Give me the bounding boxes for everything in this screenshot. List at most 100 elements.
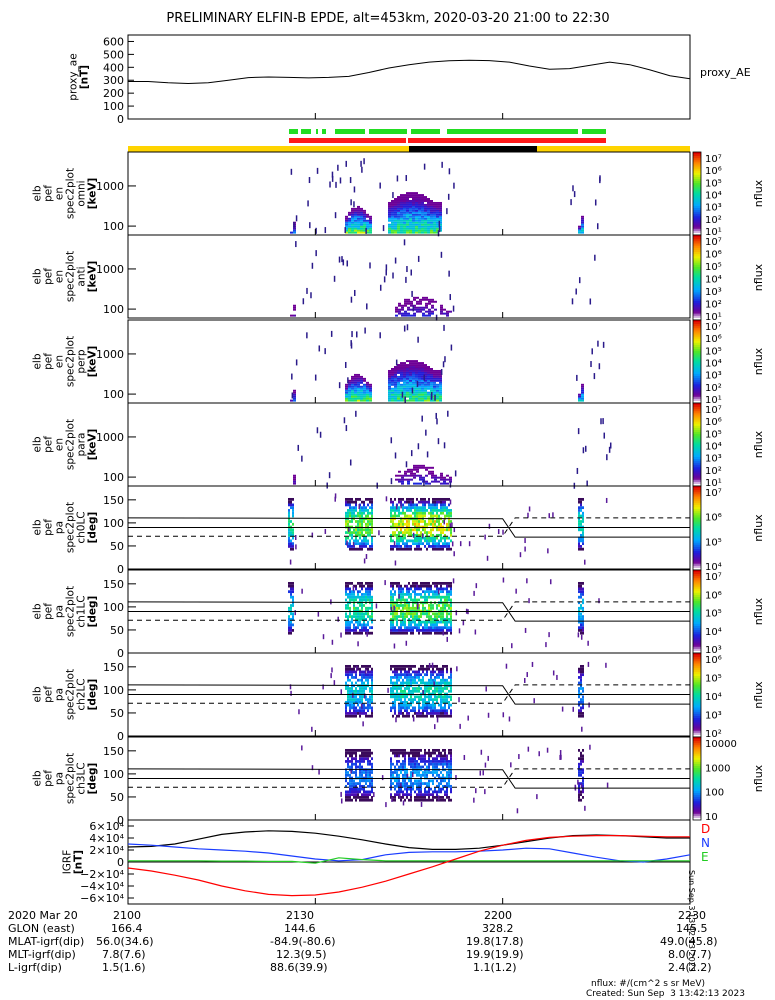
pitch-angle-cell	[349, 765, 351, 769]
colorbar-cell	[693, 178, 701, 182]
pitch-angle-speck	[455, 610, 458, 616]
pitch-angle-cell	[430, 539, 432, 543]
pitch-angle-cell	[390, 695, 392, 699]
pitch-angle-cell	[416, 503, 418, 507]
pitch-angle-cell	[371, 520, 373, 523]
pitch-angle-cell	[361, 698, 363, 701]
spectrogram-cell	[436, 215, 439, 218]
spectrogram-cell	[424, 395, 427, 398]
pitch-angle-cell	[430, 678, 432, 682]
pitch-angle-cell	[404, 626, 406, 630]
pitch-angle-cell	[424, 581, 426, 585]
pitch-angle-cell	[580, 509, 582, 512]
pitch-angle-cell	[408, 593, 410, 596]
footer-value: 2130	[286, 909, 314, 922]
spectrogram-cell	[412, 209, 415, 212]
pitch-angle-cell	[436, 500, 438, 504]
pitch-angle-speck	[411, 772, 414, 778]
pitch-angle-cell	[363, 754, 365, 758]
pitch-angle-cell	[398, 539, 400, 543]
pitch-angle-cell	[432, 612, 434, 616]
spectrogram-cell	[394, 395, 397, 398]
colorbar-cell	[693, 281, 701, 285]
spectrogram-cell	[397, 397, 400, 400]
pitch-angle-cell	[363, 796, 365, 799]
spectrogram-speck	[406, 266, 408, 273]
pitch-angle-cell	[438, 520, 440, 523]
spectrogram-speck	[449, 294, 452, 301]
spectrogram-speck	[596, 223, 599, 230]
spectrogram-cell	[369, 217, 372, 220]
pitch-angle-cell	[410, 681, 412, 685]
pitch-angle-cell	[359, 695, 361, 699]
pitch-angle-cell	[582, 514, 584, 518]
spectrogram-cell	[418, 217, 421, 220]
pitch-angle-cell	[432, 681, 434, 685]
colorbar-tick: 10¹	[705, 227, 722, 238]
spectrogram-speck	[403, 325, 406, 332]
pitch-angle-cell	[349, 533, 351, 537]
pitch-angle-cell	[351, 714, 353, 718]
spectrogram-ylabel: en	[54, 355, 66, 368]
spectrogram-cell	[354, 385, 357, 388]
pitch-angle-cell	[394, 531, 396, 534]
spectrogram-speck	[330, 330, 333, 337]
pitch-angle-cell	[442, 511, 444, 515]
pitch-angle-cell	[365, 598, 367, 602]
pitch-angle-cell	[430, 595, 432, 599]
pitch-angle-cell	[398, 676, 400, 679]
pitch-angle-cell	[398, 779, 400, 783]
pitch-angle-cell	[442, 590, 444, 594]
spectrogram-cell	[415, 211, 418, 214]
pitch-angle-cell	[367, 714, 369, 718]
pitch-angle-cell	[355, 784, 357, 788]
pitch-angle-cell	[345, 626, 347, 630]
pitch-angle-cell	[414, 676, 416, 679]
pitch-angle-cell	[448, 520, 450, 523]
pitch-angle-cell	[414, 706, 416, 710]
pitch-angle-speck	[546, 747, 549, 753]
colorbar-cell	[693, 565, 701, 569]
pitch-angle-speck	[443, 519, 445, 525]
pitch-angle-cell	[410, 667, 412, 671]
colorbar-cell	[693, 226, 701, 230]
spectrogram-cell	[410, 300, 413, 303]
pitch-angle-cell	[361, 615, 363, 618]
spectrogram-cell	[406, 231, 409, 234]
spectrogram-cell	[397, 213, 400, 216]
colorbar-cell	[693, 463, 701, 466]
pitch-angle-cell	[416, 782, 418, 785]
spectrogram-cell	[412, 207, 415, 210]
pitch-angle-cell	[400, 593, 402, 596]
pitch-angle-cell	[402, 714, 404, 718]
pitch-angle-cell	[351, 615, 353, 618]
colorbar-cell	[693, 646, 701, 650]
pitch-angle-cell	[578, 709, 580, 713]
pitch-angle-cell	[416, 506, 418, 510]
pitch-angle-cell	[371, 706, 373, 710]
pitch-angle-cell	[582, 796, 584, 799]
pitch-angle-cell	[367, 664, 369, 668]
spectrogram-cell	[293, 231, 296, 234]
pitch-angle-cell	[416, 545, 418, 548]
pitch-angle-cell	[426, 587, 428, 591]
pitch-angle-cell	[450, 773, 452, 777]
colorbar-cell	[693, 613, 701, 617]
pitch-angle-cell	[351, 754, 353, 758]
pitch-angle-cell	[359, 514, 361, 518]
pitch-angle-cell	[434, 709, 436, 713]
pitch-angle-cell	[357, 787, 359, 791]
pitch-angle-cell	[398, 590, 400, 594]
pitch-angle-cell	[428, 497, 430, 501]
colorbar-cell	[693, 425, 701, 429]
spectrogram-cell	[439, 399, 442, 402]
pitch-angle-cell	[402, 547, 404, 551]
pitch-angle-cell	[580, 768, 582, 772]
pitch-angle-cell	[428, 681, 430, 685]
pitch-angle-cell	[392, 748, 394, 752]
spectrogram-cell	[415, 391, 418, 394]
pitch-angle-cell	[412, 782, 414, 785]
colorbar-tick: 10⁵	[705, 262, 722, 273]
spectrogram-cell	[348, 387, 351, 390]
pitch-angle-cell	[406, 584, 408, 588]
